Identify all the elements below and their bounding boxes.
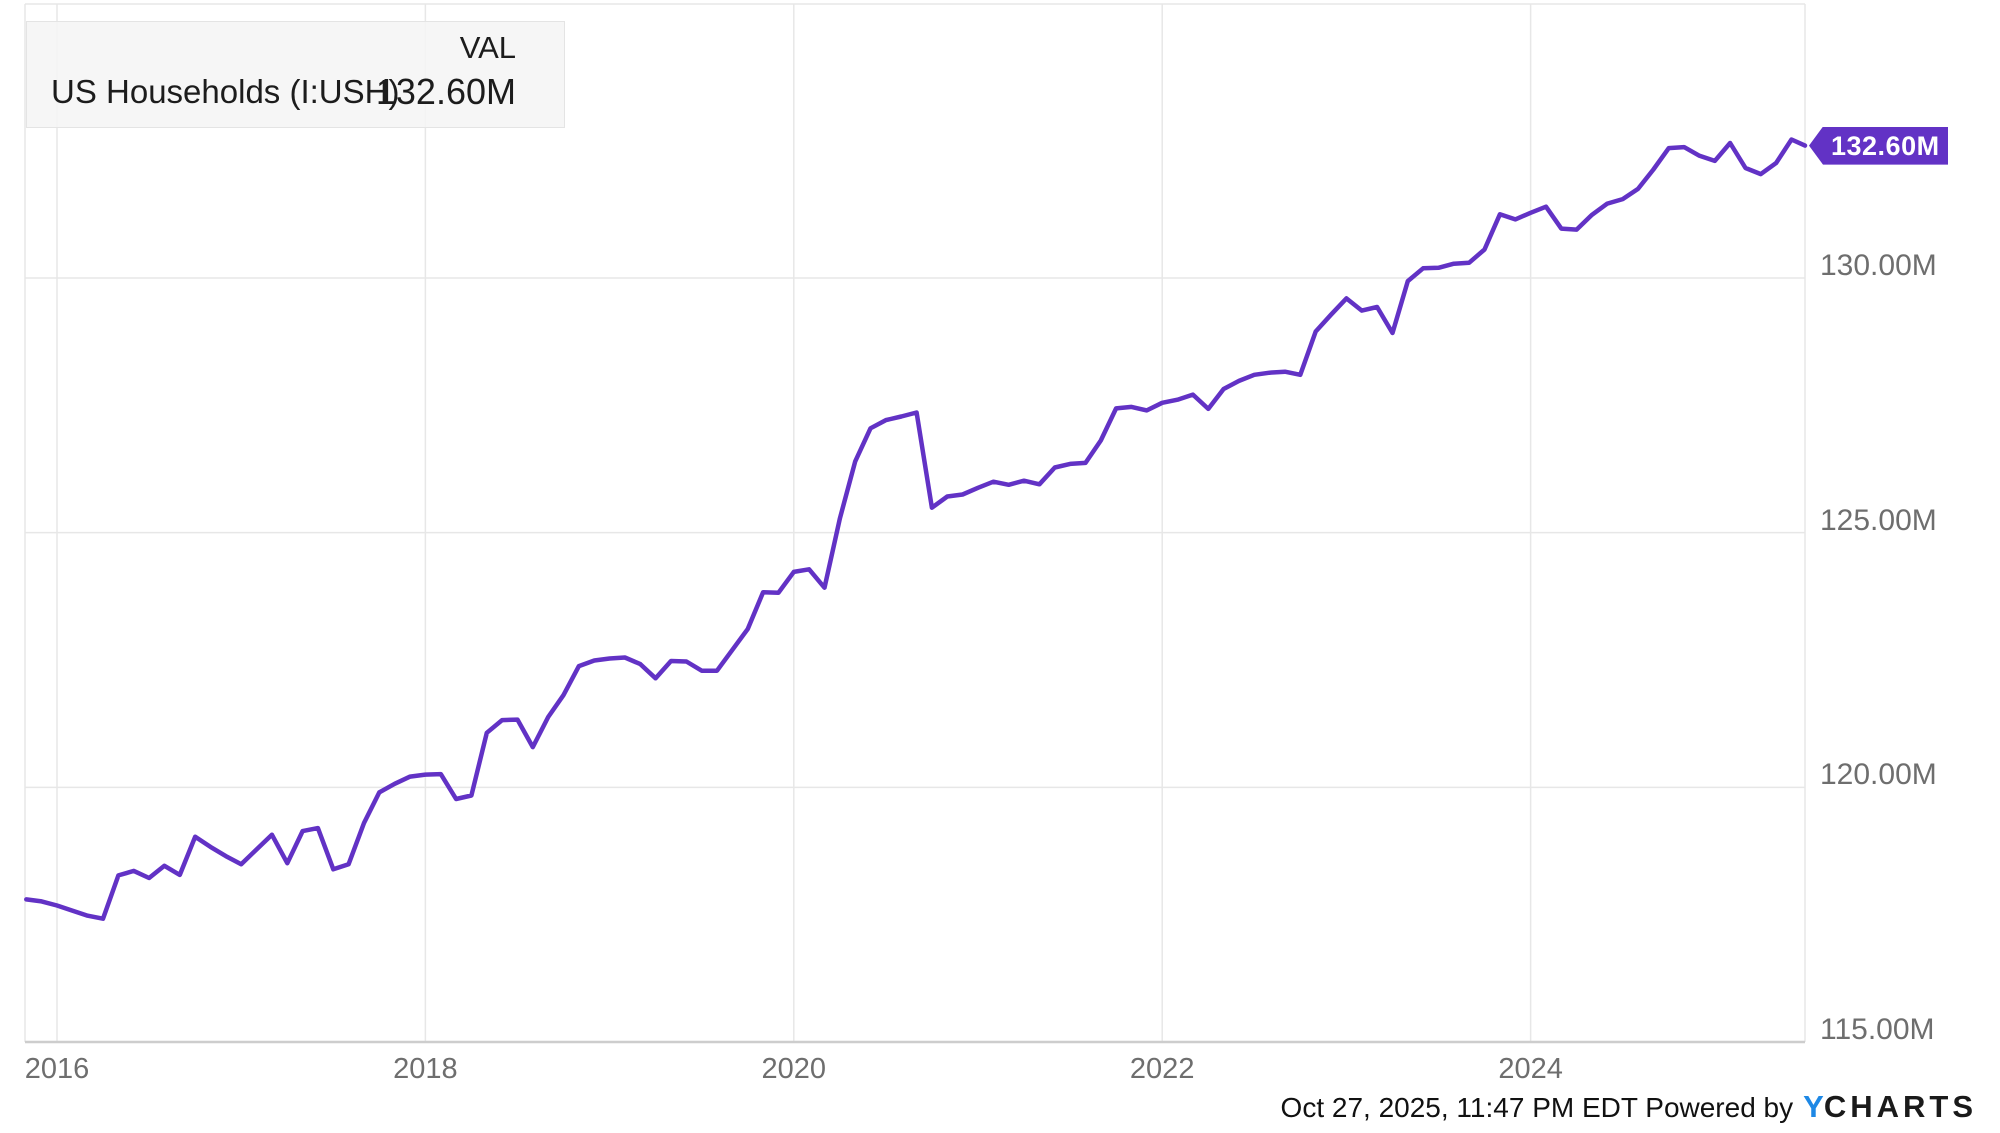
y-tick-label-120: 120.00M xyxy=(1820,758,1937,792)
y-tick-label-125: 125.00M xyxy=(1820,503,1937,537)
x-tick-label-2022: 2022 xyxy=(1129,1053,1195,1085)
legend-val-header: VAL xyxy=(459,30,516,65)
timestamp: Oct 27, 2025, 11:47 PM EDT Powered by xyxy=(1280,1092,1794,1123)
series-name: US Households (I:USH) xyxy=(51,73,400,110)
x-tick-label-2024: 2024 xyxy=(1498,1053,1563,1085)
legend-current-value: 132.60M xyxy=(375,71,516,112)
y-tick-label-115: 115.00M xyxy=(1820,1013,1935,1046)
x-tick-label-2016: 2016 xyxy=(24,1053,90,1085)
x-tick-label-2020: 2020 xyxy=(761,1053,827,1085)
footer: Oct 27, 2025, 11:47 PM EDT Powered by YC… xyxy=(1281,1089,1977,1125)
last-value-tag: 132.60M xyxy=(1809,126,1948,165)
legend-box: US Households (I:USH) VAL 132.60M xyxy=(26,21,565,128)
ycharts-logo[interactable]: YCHARTS xyxy=(1803,1089,1977,1125)
ycharts-logo-y: Y xyxy=(1803,1089,1824,1124)
x-tick-label-2018: 2018 xyxy=(393,1053,458,1085)
series-line[interactable] xyxy=(24,137,1808,921)
ycharts-logo-rest: CHARTS xyxy=(1823,1089,1977,1124)
y-tick-label-130: 130.00M xyxy=(1820,249,1937,282)
